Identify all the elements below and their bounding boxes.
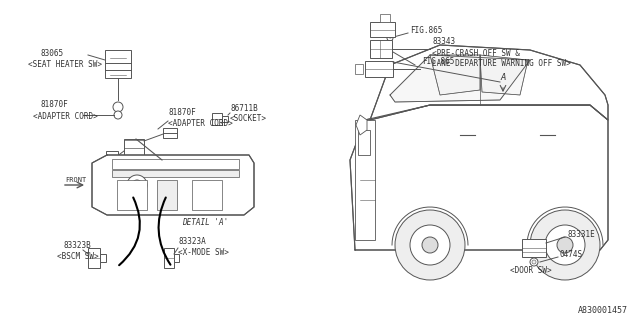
Bar [112, 170, 239, 177]
Bar [163, 128, 177, 138]
Text: FIG.865: FIG.865 [422, 57, 454, 66]
Text: LANE DEPARTURE WARNING OFF SW>: LANE DEPARTURE WARNING OFF SW> [432, 59, 571, 68]
Circle shape [387, 35, 393, 41]
Text: <BSCM SW>: <BSCM SW> [57, 252, 99, 261]
Text: 83323A: 83323A [178, 237, 205, 246]
Bar [88, 248, 100, 268]
Text: A830001457: A830001457 [578, 306, 628, 315]
Text: <X-MODE SW>: <X-MODE SW> [178, 248, 229, 257]
Polygon shape [430, 55, 480, 95]
Bar [125, 173, 139, 185]
Circle shape [532, 260, 536, 264]
Text: FIG.865: FIG.865 [410, 26, 442, 35]
Text: 83065: 83065 [40, 49, 63, 58]
Bar [117, 180, 147, 210]
Text: <ADAPTER CORD>: <ADAPTER CORD> [168, 119, 233, 128]
Text: 83343: 83343 [432, 37, 455, 46]
Circle shape [530, 210, 600, 280]
Text: A: A [500, 73, 506, 82]
Bar [100, 254, 106, 262]
Text: 81870F: 81870F [40, 100, 68, 109]
Circle shape [545, 225, 585, 265]
Text: FRONT: FRONT [65, 177, 86, 183]
Circle shape [410, 225, 450, 265]
Circle shape [557, 237, 573, 253]
Text: <ADAPTER CORD>: <ADAPTER CORD> [33, 112, 98, 121]
Bar [522, 239, 546, 257]
Circle shape [114, 111, 122, 119]
Bar [358, 130, 370, 155]
Circle shape [422, 237, 438, 253]
Polygon shape [356, 115, 367, 135]
Text: <SOCKET>: <SOCKET> [230, 114, 267, 123]
Text: 81870F: 81870F [168, 108, 196, 117]
Polygon shape [390, 55, 530, 102]
Bar [222, 116, 228, 122]
Polygon shape [350, 105, 608, 250]
Bar [124, 139, 144, 159]
Polygon shape [92, 155, 254, 215]
Text: 83323B: 83323B [63, 241, 91, 250]
Bar [164, 248, 174, 268]
Bar [355, 64, 363, 74]
Bar [105, 50, 131, 78]
Circle shape [113, 102, 123, 112]
Text: 86711B: 86711B [230, 104, 258, 113]
Bar [212, 113, 222, 125]
Text: <SEAT HEATER SW>: <SEAT HEATER SW> [28, 60, 102, 69]
Polygon shape [370, 45, 608, 120]
Bar [365, 61, 393, 77]
Bar [355, 120, 375, 240]
Bar [370, 40, 392, 58]
Text: <DOOR SW>: <DOOR SW> [510, 266, 552, 275]
Circle shape [127, 175, 147, 195]
Circle shape [530, 258, 538, 266]
Bar [192, 180, 222, 210]
Bar [380, 14, 390, 22]
Circle shape [132, 180, 142, 190]
Text: <PRE-CRASH OFF SW &: <PRE-CRASH OFF SW & [432, 49, 520, 58]
Bar [157, 180, 177, 210]
Bar [174, 254, 179, 262]
Polygon shape [480, 55, 528, 95]
Bar [112, 159, 239, 169]
Circle shape [395, 210, 465, 280]
Bar [106, 151, 118, 165]
Text: 0474S: 0474S [560, 250, 583, 259]
Text: DETAIL 'A': DETAIL 'A' [182, 218, 228, 227]
Bar [370, 22, 395, 37]
Text: 83331E: 83331E [567, 230, 595, 239]
